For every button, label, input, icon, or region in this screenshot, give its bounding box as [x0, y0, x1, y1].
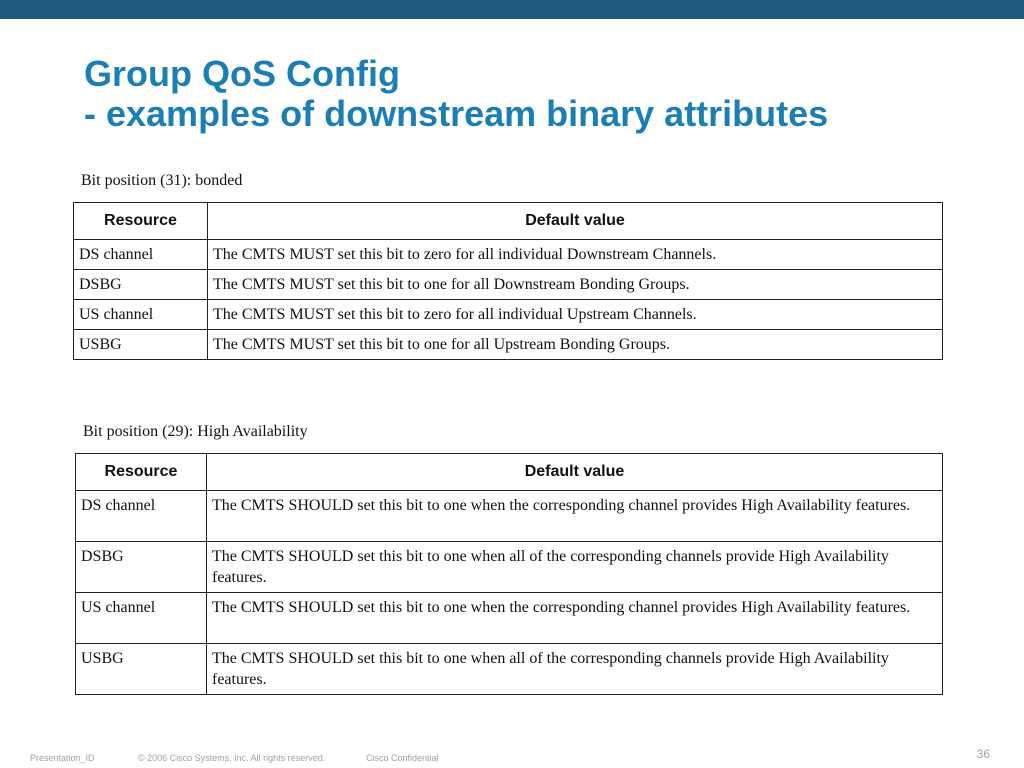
column-header-default-value: Default value: [206, 453, 943, 491]
table-row: USBG The CMTS SHOULD set this bit to one…: [75, 643, 943, 695]
top-banner-bar: [0, 0, 1024, 19]
table-row: US channel The CMTS SHOULD set this bit …: [75, 592, 943, 644]
resource-cell: US channel: [75, 592, 207, 644]
default-value-cell: The CMTS MUST set this bit to zero for a…: [207, 299, 943, 330]
default-value-cell: The CMTS SHOULD set this bit to one when…: [206, 541, 943, 593]
title-line-2: - examples of downstream binary attribut…: [84, 93, 829, 134]
column-header-resource: Resource: [75, 453, 207, 491]
table-row: DS channel The CMTS SHOULD set this bit …: [75, 490, 943, 542]
default-value-cell: The CMTS MUST set this bit to one for al…: [207, 329, 943, 360]
footer-confidential: Cisco Confidential: [366, 753, 439, 763]
resource-cell: USBG: [73, 329, 208, 360]
default-value-cell: The CMTS SHOULD set this bit to one when…: [206, 592, 943, 644]
default-value-cell: The CMTS MUST set this bit to one for al…: [207, 269, 943, 300]
table-row: DS channel The CMTS MUST set this bit to…: [73, 239, 943, 270]
default-value-cell: The CMTS SHOULD set this bit to one when…: [206, 643, 943, 695]
page-number: 36: [976, 747, 990, 761]
default-value-cell: The CMTS MUST set this bit to zero for a…: [207, 239, 943, 270]
column-header-default-value: Default value: [207, 202, 943, 240]
default-value-cell: The CMTS SHOULD set this bit to one when…: [206, 490, 943, 542]
footer-copyright: © 2006 Cisco Systems, Inc. All rights re…: [138, 753, 326, 763]
table-row: USBG The CMTS MUST set this bit to one f…: [73, 329, 943, 360]
footer-presentation-id: Presentation_ID: [30, 753, 95, 763]
table-row: US channel The CMTS MUST set this bit to…: [73, 299, 943, 330]
table2-caption: Bit position (29): High Availability: [83, 423, 308, 440]
resource-cell: DSBG: [75, 541, 207, 593]
resource-cell: DS channel: [73, 239, 208, 270]
resource-cell: USBG: [75, 643, 207, 695]
table-header-row: Resource Default value: [73, 202, 943, 240]
high-availability-bit-table: Resource Default value DS channel The CM…: [75, 453, 943, 695]
table-row: DSBG The CMTS MUST set this bit to one f…: [73, 269, 943, 300]
bonded-bit-table: Resource Default value DS channel The CM…: [73, 202, 943, 360]
table-row: DSBG The CMTS SHOULD set this bit to one…: [75, 541, 943, 593]
table1-caption: Bit position (31): bonded: [81, 172, 243, 189]
slide-title: Group QoS Config - examples of downstrea…: [84, 54, 828, 134]
title-line-1: Group QoS Config: [84, 53, 400, 94]
resource-cell: DSBG: [73, 269, 208, 300]
resource-cell: DS channel: [75, 490, 207, 542]
resource-cell: US channel: [73, 299, 208, 330]
table-header-row: Resource Default value: [75, 453, 943, 491]
column-header-resource: Resource: [73, 202, 208, 240]
